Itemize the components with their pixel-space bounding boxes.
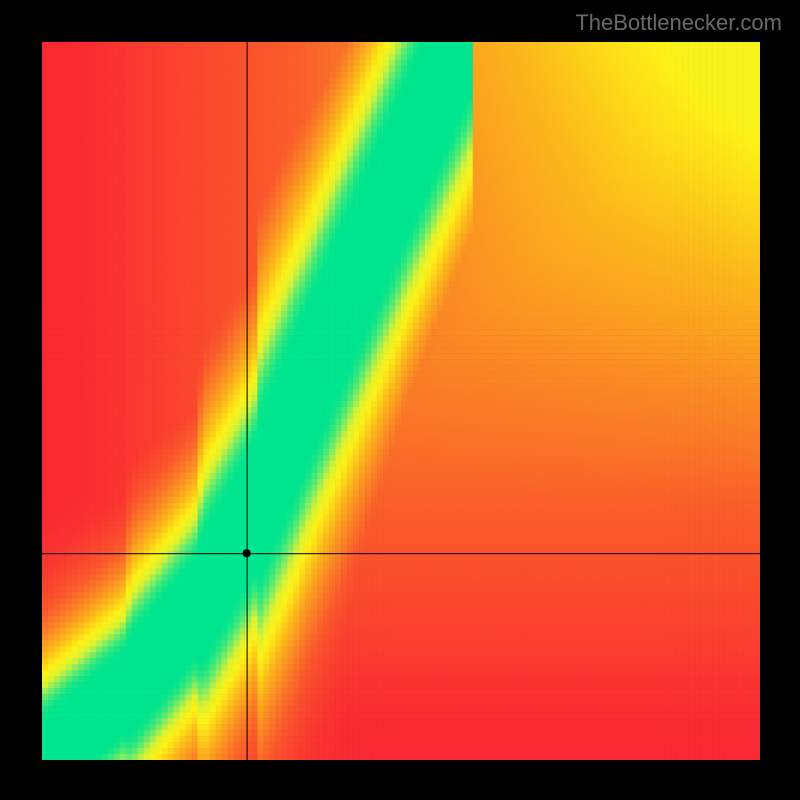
chart-container: { "type": "heatmap", "watermark": { "tex… — [0, 0, 800, 800]
bottleneck-heatmap — [42, 42, 760, 760]
watermark-text: TheBottlenecker.com — [575, 10, 782, 36]
